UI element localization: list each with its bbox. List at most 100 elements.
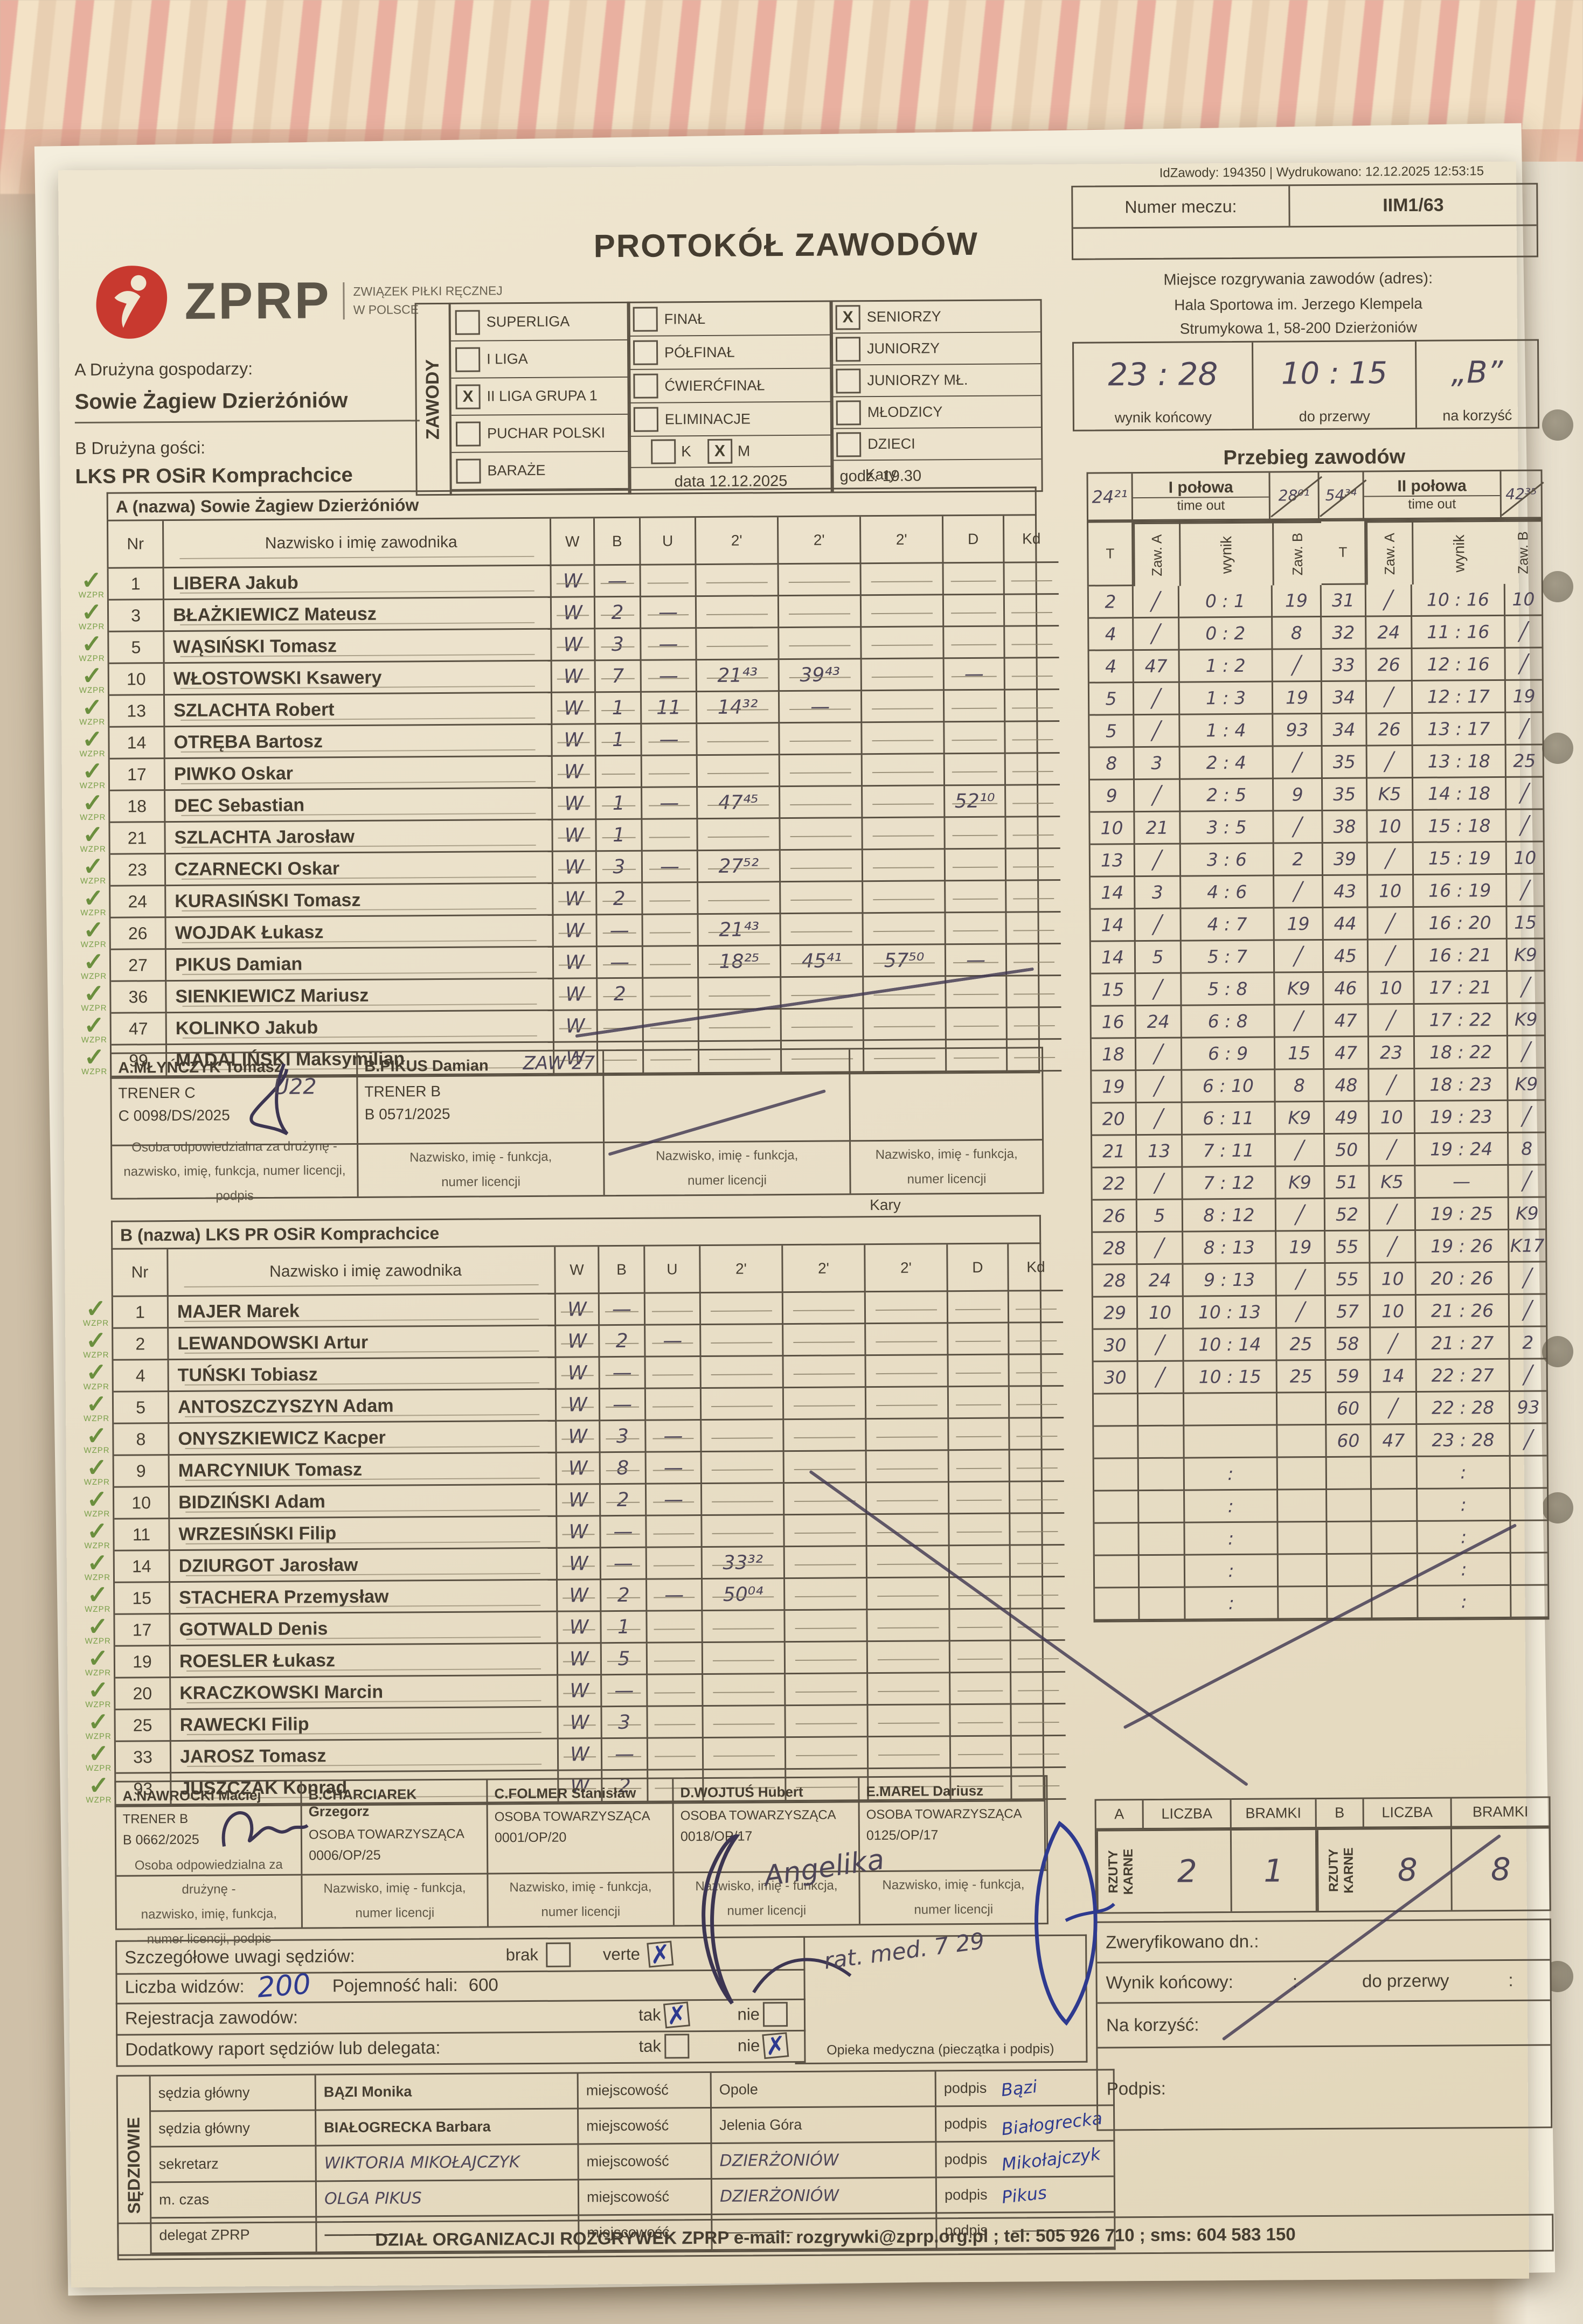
player-kd — [1006, 848, 1061, 881]
progress-a2: K5 — [1367, 778, 1414, 811]
player-w: W — [556, 1389, 601, 1422]
col-b: B — [594, 518, 641, 566]
player-row: ✓ WZPR 10 WŁOSTOWSKI Ksawery W 7 — 21⁴³ … — [79, 658, 1059, 696]
progress-t2: 34 — [1322, 681, 1367, 714]
player-u: — — [641, 660, 697, 693]
progress-b1: ╱ — [1273, 746, 1323, 780]
progress-row: 28 ╱ 8 : 13 19 55 ╱ 19 : 26 K17 — [1093, 1230, 1546, 1265]
progress-a1: ╱ — [1136, 1070, 1183, 1104]
progress-a2: 10 — [1369, 972, 1415, 1005]
penalties-liczba-label: LICZBA — [1143, 1800, 1232, 1830]
player-2min-2 — [780, 723, 863, 756]
player-2min-3 — [868, 1737, 952, 1770]
progress-b1: 93 — [1273, 714, 1323, 747]
progress-row: 5 ╱ 1 : 3 19 34 ╱ 12 : 17 19 — [1089, 680, 1543, 716]
player-row: ✓ WZPR 9 MARCYNIUK Tomasz W 8 — — [84, 1450, 1064, 1488]
official-role: OSOBA TOWARZYSZĄCA — [680, 1807, 836, 1824]
col-kd: Kd — [1004, 515, 1059, 563]
player-2min-2 — [779, 628, 862, 660]
player-name: BIDZIŃSKI Adam — [169, 1485, 558, 1520]
player-w: W — [557, 1485, 601, 1517]
player-b: 3 — [595, 629, 642, 662]
col-name: Nazwisko i imię zawodnika — [164, 518, 552, 569]
player-2min-2 — [784, 1420, 867, 1452]
player-number: 26 — [110, 918, 166, 950]
player-2min-3 — [862, 659, 945, 692]
player-2min-1: 33³² — [702, 1547, 786, 1580]
player-w: W — [556, 1358, 600, 1390]
progress-t2: 35 — [1322, 778, 1368, 811]
player-number: 17 — [109, 759, 166, 791]
referee-role: sędzia główny — [150, 2075, 317, 2112]
league-label: I LIGA — [487, 350, 528, 367]
col-b: B — [599, 1246, 645, 1295]
progress-a1: 3 — [1134, 747, 1181, 781]
progress-a1: ╱ — [1134, 683, 1181, 716]
player-u — [641, 565, 697, 597]
player-d — [946, 913, 1007, 945]
progress-w1: 8 : 13 — [1183, 1231, 1277, 1265]
progress-row: 60 47 23 : 28 ╱ — [1094, 1424, 1547, 1459]
player-d — [944, 627, 1005, 659]
col-u: U — [640, 518, 697, 566]
check-icon: ✓ — [87, 1580, 108, 1609]
player-number: 3 — [108, 600, 165, 632]
signature-row: Podpis: — [1106, 2078, 1166, 2099]
progress-a2: ╱ — [1369, 1004, 1415, 1038]
miejscowosc-label: miejscowość — [578, 2072, 712, 2110]
player-d — [943, 563, 1005, 596]
official-license: 0125/OP/17 — [866, 1827, 939, 1843]
player-w: W — [557, 1548, 602, 1581]
zawody-vertical-label: ZAWODY — [414, 302, 452, 496]
official-license: B 0662/2025 — [122, 1832, 199, 1848]
progress-row: 22 ╱ 7 : 12 K9 51 K5 — ╱ — [1092, 1165, 1545, 1201]
progress-b1: 25 — [1277, 1328, 1327, 1361]
progress-b1 — [1278, 1490, 1328, 1523]
player-2min-3 — [866, 1419, 949, 1452]
col-u: U — [645, 1246, 701, 1294]
player-2min-1 — [697, 755, 781, 788]
timeout-cell-1: 28⁰¹ — [1270, 472, 1320, 520]
progress-t2: 33 — [1322, 649, 1367, 682]
match-progress-panel: Przebieg zawodów 24²¹ I połowa time out … — [1086, 442, 1550, 1623]
player-number: 19 — [115, 1646, 171, 1679]
player-w: W — [553, 883, 598, 916]
referee-place-handwritten: DZIERŻONIÓW — [719, 2151, 839, 2170]
progress-a1: ╱ — [1135, 844, 1182, 878]
player-b: 2 — [598, 978, 644, 1011]
official-name: A.NAWROCKI Maciej — [122, 1787, 261, 1804]
player-b: — — [597, 915, 643, 948]
referee-role: sędzia główny — [151, 2111, 317, 2148]
referee-signature: Bązi — [999, 2076, 1038, 2100]
check-icon: ✓ — [86, 1421, 107, 1450]
referee-role: sekretarz — [151, 2146, 317, 2183]
progress-w2: 13 : 17 — [1413, 713, 1506, 746]
player-row: ✓ WZPR 17 PIWKO Oskar W — [80, 753, 1060, 791]
player-2min-3 — [866, 1451, 949, 1484]
first-half-label: I połowa — [1168, 478, 1233, 497]
referee-name: BIAŁOGRECKA Barbara — [324, 2118, 491, 2136]
category-checkbox — [836, 432, 862, 457]
official-role: TRENER B — [122, 1811, 189, 1827]
category-option: JUNIORZY — [831, 332, 1041, 366]
progress-t2: 47 — [1324, 1005, 1369, 1038]
player-u — [643, 947, 699, 979]
half-score-cell: 10 : 15 do przerwy — [1253, 341, 1417, 429]
official-role: OSOBA TOWARZYSZĄCA — [866, 1806, 1022, 1822]
player-2min-3 — [868, 1705, 951, 1738]
progress-w1: 1 : 2 — [1179, 650, 1273, 683]
progress-row: 16 24 6 : 8 ╱ 47 ╱ 17 : 22 K9 — [1091, 1004, 1544, 1039]
progress-a1: 24 — [1136, 1006, 1182, 1039]
player-name: SZLACHTA Jarosław — [165, 820, 553, 855]
progress-t2: 60 — [1327, 1425, 1372, 1458]
referee-place-handwritten: DZIERŻONIÓW — [719, 2186, 839, 2206]
progress-row: 26 5 8 : 12 ╱ 52 ╱ 19 : 25 K9 — [1092, 1198, 1546, 1233]
official-role: OSOBA TOWARZYSZĄCA — [308, 1826, 464, 1842]
off-col-label-1: Nazwisko, imię - funkcja, — [882, 1877, 1025, 1893]
gender-k-label: K — [681, 443, 692, 460]
progress-t1 — [1094, 1491, 1140, 1524]
progress-t2 — [1327, 1457, 1372, 1490]
progress-a2: 10 — [1369, 1101, 1415, 1135]
progress-w2: 16 : 20 — [1414, 907, 1508, 940]
